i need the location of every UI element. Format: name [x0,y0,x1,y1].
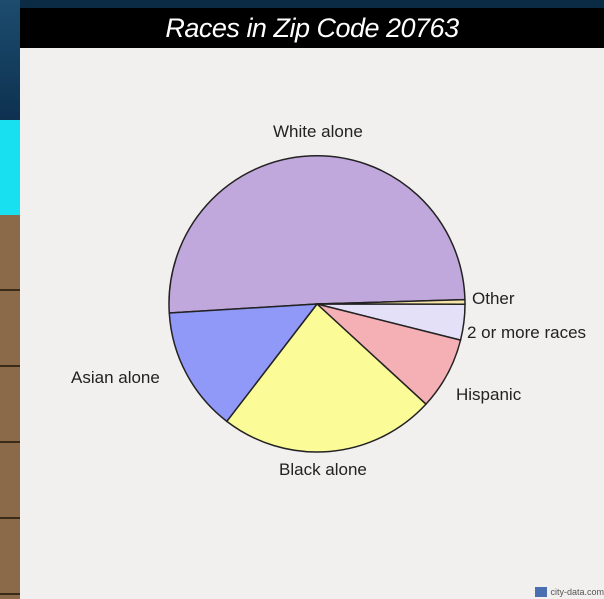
pie-slice-white-alone [168,155,466,314]
label-other: Other [472,289,515,308]
pie-slice-black-alone [226,303,427,453]
label-hispanic: Hispanic [456,385,522,404]
label-asian-alone: Asian alone [71,368,160,387]
chart-title-bar: Races in Zip Code 20763 [20,8,604,48]
pie-slice-asian-alone [168,303,318,423]
label-white-alone: White alone [273,122,363,141]
background-panel [0,0,20,120]
city-data-logo-icon [535,587,548,597]
pie-chart [168,155,466,453]
background-grid [0,215,20,599]
label-two-or-more: 2 or more races [467,323,587,342]
watermark-text: city-data.com [550,587,604,597]
chart-panel: Races in Zip Code 20763 White alone Othe… [20,8,604,599]
watermark: city-data.com [535,587,604,597]
label-black-alone: Black alone [279,460,367,479]
chart-title: Races in Zip Code 20763 [165,12,459,43]
background-accent [0,120,20,215]
